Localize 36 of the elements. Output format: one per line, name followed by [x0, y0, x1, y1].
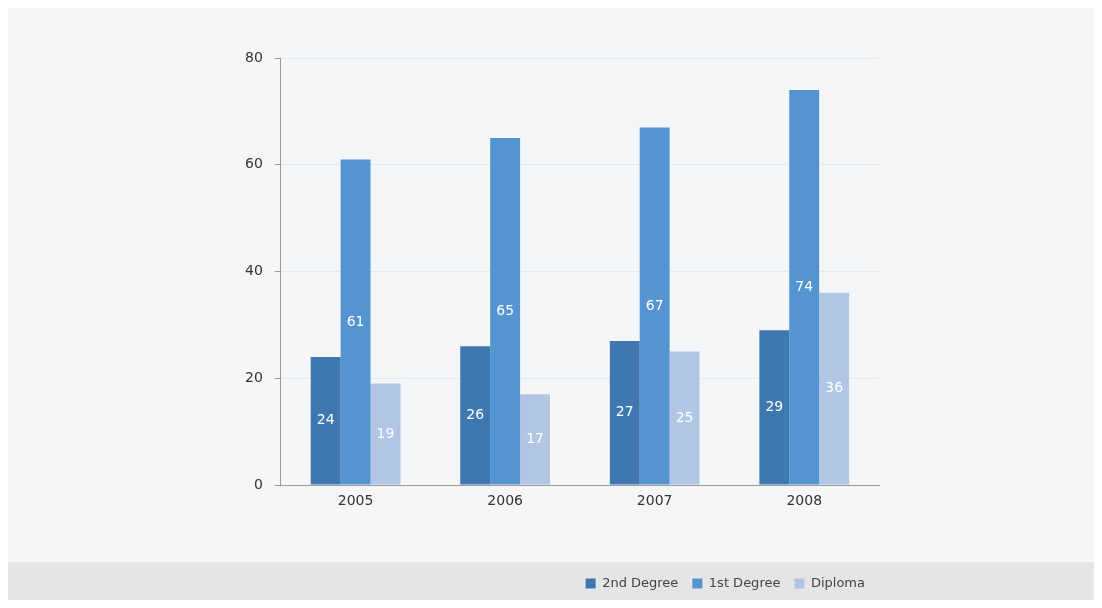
y-tick-label: 0 [253, 475, 263, 492]
y-tick-label: 20 [244, 368, 263, 385]
bar [490, 138, 521, 485]
y-tick-label: 80 [244, 48, 263, 65]
x-tick-label: 2006 [487, 492, 524, 509]
bar [340, 159, 371, 485]
data-label: 29 [765, 398, 784, 414]
bar [310, 356, 341, 485]
data-label: 26 [466, 406, 485, 422]
data-label: 65 [496, 301, 515, 318]
y-tick-label: 40 [244, 262, 263, 279]
bar [639, 127, 670, 485]
legend-label: 2nd Degree [602, 574, 679, 590]
data-label: 25 [675, 408, 694, 425]
bar [669, 351, 700, 485]
x-tick-label: 2005 [337, 492, 374, 509]
data-label: 24 [316, 411, 335, 428]
y-tick-label: 60 [244, 155, 263, 172]
data-label: 36 [825, 379, 844, 396]
x-tick-label: 2007 [636, 492, 673, 509]
bar [460, 346, 491, 485]
data-label: 67 [645, 296, 664, 313]
bar [520, 394, 550, 485]
bar [789, 90, 820, 485]
bar [759, 330, 790, 485]
bar [609, 340, 640, 485]
bar [819, 292, 850, 485]
legend-label: Diploma [810, 574, 866, 590]
data-label: 61 [346, 312, 365, 329]
data-label: 74 [795, 277, 814, 294]
bar [370, 383, 401, 485]
data-label: 17 [526, 430, 544, 447]
data-label: 19 [376, 424, 395, 441]
data-label: 27 [615, 403, 634, 420]
x-tick-label: 2008 [786, 492, 823, 509]
legend-label: 1st Degree [708, 574, 781, 590]
